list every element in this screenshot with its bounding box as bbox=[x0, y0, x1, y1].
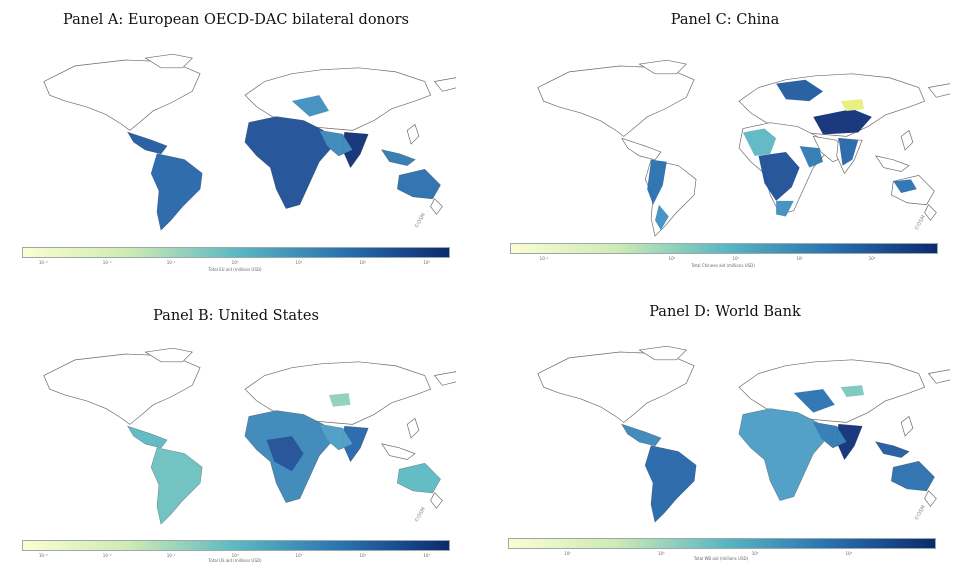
world-choropleth-map bbox=[43, 347, 456, 525]
colorbar-tick: 10⁻³ bbox=[38, 553, 48, 558]
colorbar-label: Total WB aid (millions USD) bbox=[693, 556, 749, 561]
colorbar-tick: 10¹ bbox=[658, 551, 665, 556]
colorbar-label: Total Chinese aid (millions USD) bbox=[691, 263, 755, 268]
colorbar-tick: 10⁻² bbox=[102, 553, 112, 558]
colorbar-ticks: 10⁻³ 10⁻² 10⁻¹ 10⁰ 10¹ 10² 10³ bbox=[22, 260, 448, 266]
colorbar-tick: 10⁻¹ bbox=[166, 553, 176, 558]
aid-region-shading bbox=[127, 393, 441, 524]
panel-b: Panel B: United States ©OSM 10⁻³ 10⁻² 10… bbox=[16, 302, 456, 563]
colorbar-tick: 10⁰ bbox=[231, 553, 239, 558]
aid-region-shading bbox=[647, 79, 917, 231]
colorbar-label: Total EU aid (millions USD) bbox=[208, 267, 262, 272]
panel-d: Panel D: World Bank ©OSM 10⁰ 10¹ 10² 10³… bbox=[500, 298, 950, 562]
colorbar bbox=[22, 247, 450, 258]
colorbar-tick: 10² bbox=[796, 256, 804, 261]
colorbar-tick: 10³ bbox=[423, 260, 431, 265]
colorbar-tick: 10⁰ bbox=[231, 260, 239, 265]
colorbar bbox=[508, 538, 936, 549]
aid-region-shading bbox=[127, 95, 441, 230]
colorbar bbox=[22, 540, 450, 551]
colorbar-tick: 10² bbox=[359, 260, 367, 265]
world-choropleth-map bbox=[537, 345, 950, 523]
colorbar-tick: 10⁰ bbox=[564, 551, 571, 556]
colorbar-tick: 10⁰ bbox=[668, 256, 676, 261]
panel-title: Panel D: World Bank bbox=[649, 304, 801, 320]
panel-c: Panel C: China ©OSM 10⁻¹ 10⁰ 10¹ 10² 10³… bbox=[500, 10, 950, 268]
colorbar-tick: 10³ bbox=[845, 551, 853, 556]
aid-region-shading bbox=[621, 385, 935, 522]
colorbar-tick: 10⁻³ bbox=[38, 260, 48, 265]
colorbar bbox=[510, 243, 938, 254]
colorbar-tick: 10³ bbox=[423, 553, 431, 558]
panel-a: Panel A: European OECD-DAC bilateral don… bbox=[16, 10, 456, 272]
panel-title: Panel B: United States bbox=[153, 308, 319, 324]
panel-title: Panel A: European OECD-DAC bilateral don… bbox=[63, 12, 409, 28]
colorbar-tick: 10¹ bbox=[295, 260, 303, 265]
world-choropleth-map bbox=[43, 53, 456, 231]
colorbar-tick: 10² bbox=[751, 551, 759, 556]
colorbar-tick: 10⁻¹ bbox=[539, 256, 549, 261]
world-choropleth-map bbox=[537, 59, 950, 237]
colorbar-tick: 10¹ bbox=[295, 553, 303, 558]
colorbar-tick: 10⁻² bbox=[102, 260, 112, 265]
colorbar-tick: 10¹ bbox=[732, 256, 740, 261]
panel-title: Panel C: China bbox=[670, 12, 780, 28]
colorbar-tick: 10³ bbox=[868, 256, 876, 261]
colorbar-tick: 10⁻¹ bbox=[166, 260, 176, 265]
colorbar-ticks: 10⁻¹ 10⁰ 10¹ 10² 10³ bbox=[510, 256, 936, 262]
colorbar-ticks: 10⁰ 10¹ 10² 10³ bbox=[508, 551, 934, 557]
colorbar-tick: 10² bbox=[359, 553, 367, 558]
colorbar-ticks: 10⁻³ 10⁻² 10⁻¹ 10⁰ 10¹ 10² 10³ bbox=[22, 553, 448, 559]
colorbar-label: Total US aid (millions USD) bbox=[208, 558, 262, 563]
